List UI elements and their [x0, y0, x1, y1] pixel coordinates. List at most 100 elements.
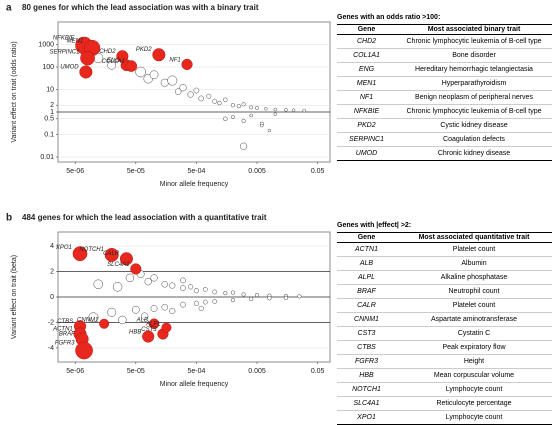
table-row: FGFR3 Height	[337, 354, 552, 369]
point	[241, 292, 246, 297]
table-cell: Mean corpuscular volume	[396, 368, 552, 383]
table-cell: ALPL	[337, 270, 396, 285]
chart-title: 484 genes for which the lead association…	[22, 213, 267, 222]
point	[187, 284, 194, 290]
point	[267, 128, 272, 133]
table-cell: UMOD	[337, 146, 396, 161]
point-label: XPO1	[55, 245, 72, 251]
point	[267, 296, 272, 301]
point	[202, 299, 208, 305]
point	[302, 108, 306, 113]
point	[80, 50, 95, 66]
point-label: CNNM1	[77, 318, 98, 324]
y-tick-label: 0.1	[44, 131, 54, 138]
y-tick-label: 100	[42, 64, 54, 71]
point	[249, 113, 253, 118]
y-tick-label: 0.01	[40, 154, 54, 161]
x-axis-label: Minor allele frequency	[160, 381, 229, 388]
table-cell: ALB	[337, 256, 396, 271]
table-cell: Height	[396, 354, 552, 369]
point	[283, 295, 289, 300]
x-tick-label: 0.05	[311, 168, 325, 175]
point	[180, 301, 186, 308]
point	[130, 263, 142, 275]
point	[230, 290, 235, 295]
point	[273, 107, 278, 112]
point-label: HBB	[129, 329, 141, 335]
table-cell: Chronic kidney disease	[396, 146, 552, 161]
table-row: ENG Hereditary hemorrhagic telangiectasia	[337, 62, 552, 77]
point	[169, 282, 176, 289]
point	[202, 286, 208, 292]
point	[284, 108, 288, 112]
table-row: HBB Mean corpuscular volume	[337, 368, 552, 383]
point-label: ALB	[136, 317, 148, 323]
table-row: ALB Albumin	[337, 256, 552, 271]
table-row: CHD2 Chronic lymphocytic leukemia of B-ce…	[337, 34, 552, 49]
table-cell: Peak expiratory flow	[396, 340, 552, 355]
point	[181, 58, 193, 70]
point	[180, 285, 186, 291]
point	[144, 278, 152, 286]
point	[260, 123, 264, 128]
y-tick-label: -2	[48, 319, 54, 326]
x-tick-label: 5e-05	[127, 368, 145, 375]
table-cell: SLC4A1	[337, 396, 396, 411]
point	[206, 93, 212, 99]
point	[93, 279, 104, 290]
y-tick-label: 2	[50, 102, 54, 109]
y-tick-label: 0.5	[44, 116, 54, 123]
point-label: ENG	[107, 58, 120, 64]
point	[212, 98, 218, 104]
table-cell: NOTCH1	[337, 382, 396, 397]
point	[148, 318, 160, 330]
y-tick-label: 2	[50, 268, 54, 275]
point	[217, 100, 222, 106]
point-label: CST3	[141, 327, 157, 333]
table-cell: PKD2	[337, 118, 396, 133]
point-label: CTBS	[57, 319, 73, 325]
table-row: ACTN1 Platelet count	[337, 242, 552, 257]
y-tick-label: 0	[50, 294, 54, 301]
point	[236, 104, 241, 109]
point	[131, 305, 140, 314]
table-cell: Aspartate aminotransferase	[396, 312, 552, 327]
point	[180, 277, 186, 284]
table-cell: Coagulation defects	[396, 132, 552, 147]
x-tick-label: 5e-06	[66, 368, 84, 375]
point	[230, 298, 235, 303]
table-cell: CALR	[337, 298, 396, 313]
point	[174, 88, 182, 95]
point	[161, 322, 172, 333]
table-row: MEN1 Hyperparathyroidism	[337, 76, 552, 91]
table-row: SERPINC1 Coagulation defects	[337, 132, 552, 147]
panel-label: a	[6, 3, 12, 14]
table-cell: NFKBIE	[337, 104, 396, 119]
table: Gene Most associated quantitative trait AC…	[337, 232, 552, 425]
table-cell: FGFR3	[337, 354, 396, 369]
y-tick-label: 1	[50, 109, 54, 116]
point-label: CHD2	[99, 49, 116, 55]
point-label: SERPINC1	[49, 50, 79, 56]
table-title: Genes with an odds ratio >100:	[337, 14, 441, 21]
y-tick-label: 10	[46, 86, 54, 93]
y-axis-label: Variant effect on trait (odds ratio)	[11, 41, 18, 142]
table-row: ALPL Alkaline phosphatase	[337, 270, 552, 285]
table-cell: Albumin	[396, 256, 552, 271]
point	[142, 330, 155, 343]
table-cell: Chronic lymphocytic leukemia of B-cell t…	[396, 34, 552, 49]
point-label: ACTN1	[52, 326, 73, 332]
header-row: Gene Most associated quantitative trait	[337, 232, 552, 243]
point	[167, 75, 178, 86]
figure: a 80 genes for which the lead association…	[6, 3, 331, 388]
table-cell: Hyperparathyroidism	[396, 76, 552, 91]
table-row: SLC4A1 Reticulocyte percentage	[337, 396, 552, 411]
point	[79, 65, 93, 79]
point	[264, 106, 268, 111]
table-cell: Reticulocyte percentage	[396, 396, 552, 411]
point	[273, 112, 278, 116]
table-cell: CHD2	[337, 34, 396, 49]
y-tick-label: 4	[50, 243, 54, 250]
x-axis-label: Minor allele frequency	[160, 181, 229, 188]
